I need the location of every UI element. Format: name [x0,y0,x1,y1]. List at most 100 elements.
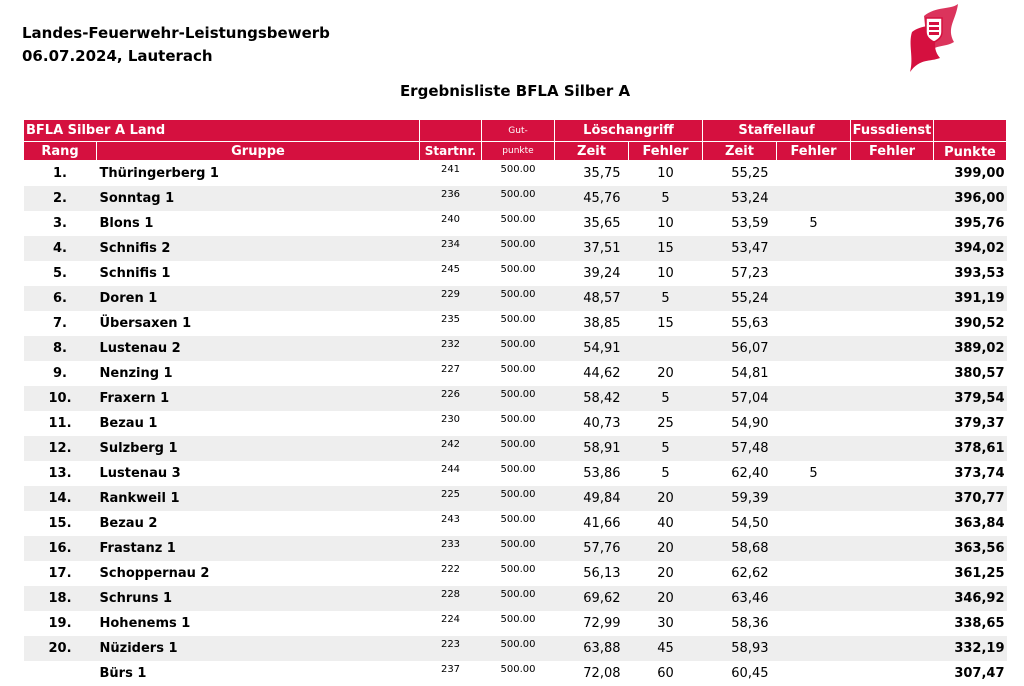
la-errors-cell: 15 [657,316,674,331]
fd-errors-cell [850,286,934,311]
start-number-cell: 237 [440,664,461,675]
sl-errors-cell [777,411,851,436]
group-name-cell: Frastanz 1 [96,536,420,561]
table-row: 13. Lustenau 3 244 500.00 53,86 5 62,40 5 373,74 [24,461,1007,486]
points-cell: 389,02 [933,336,1007,361]
fd-errors-cell [850,436,934,461]
category-header: BFLA Silber A Land [23,119,420,142]
gut-points-cell: 500.00 [500,164,536,175]
la-time-cell: 63,88 [554,636,629,661]
col-la-zeit: Zeit [554,141,629,161]
fd-errors-cell [851,361,934,386]
la-time-cell: 56,13 [583,566,621,581]
sl-time-cell: 58,68 [702,536,777,561]
sl-time-cell: 53,59 [731,216,769,231]
rank-cell: 8. [23,336,97,361]
la-time-cell: 44,62 [583,366,621,381]
la-errors-cell: 20 [628,536,703,561]
sl-time-cell: 55,25 [731,166,769,181]
col-la-fehler: Fehler [628,141,703,161]
la-time-cell: 35,65 [583,216,621,231]
fd-errors-cell [850,636,934,661]
sl-errors-cell [777,361,851,386]
la-time-cell: 45,76 [554,186,629,211]
fd-errors-cell [850,586,934,611]
sl-errors-cell [777,261,851,286]
sl-time-cell: 55,63 [731,316,769,331]
la-errors-cell: 60 [657,666,674,681]
fd-errors-cell [851,311,934,336]
table-row: 5. Schnifis 1 245 500.00 39,24 10 57,23 393,53 [24,261,1007,286]
points-cell: 399,00 [954,166,1005,181]
fd-errors-cell [850,536,934,561]
gut-points-cell: 500.00 [500,614,536,625]
points-cell: 338,65 [954,616,1005,631]
la-time-cell: 40,73 [583,416,621,431]
rank-cell: 10. [23,386,97,411]
gut-points-cell: 500.00 [481,386,555,411]
la-errors-cell: 25 [657,416,674,431]
sl-time-cell: 63,46 [702,586,777,611]
table-row: 9. Nenzing 1 227 500.00 44,62 20 54,81 380,57 [24,361,1007,386]
sl-errors-cell [777,161,851,187]
fd-errors-cell [851,511,934,536]
col-startnr: Startnr. [419,141,482,161]
table-row: 2. Sonntag 1 236 500.00 45,76 5 53,24 396,00 [23,186,1007,211]
sl-time-cell: 59,39 [702,486,777,511]
group-header-row: BFLA Silber A Land Gut- Löschangriff Sta… [23,119,1007,142]
la-errors-cell: 20 [628,586,703,611]
fd-errors-cell [850,186,934,211]
start-number-cell: 233 [419,536,482,561]
gut-points-cell: 500.00 [500,264,536,275]
group-name-cell: Nüziders 1 [96,636,420,661]
la-time-cell: 39,24 [583,266,621,281]
start-number-cell: 236 [419,186,482,211]
event-date-location: 06.07.2024, Lauterach [22,47,213,65]
table-row: 18. Schruns 1 228 500.00 69,62 20 63,46 346,92 [23,586,1007,611]
sl-errors-cell [776,386,851,411]
la-errors-cell: 5 [661,466,670,481]
start-number-cell: 229 [419,286,482,311]
start-number-cell: 245 [440,264,461,275]
gut-points-cell: 500.00 [500,414,536,425]
points-cell: 373,74 [954,466,1005,481]
start-number-cell: 234 [419,236,482,261]
table-row: 19. Hohenems 1 224 500.00 72,99 30 58,36 338,65 [24,611,1007,636]
sl-time-cell: 55,24 [702,286,777,311]
sl-time-cell: 57,48 [702,436,777,461]
table-row: Bürs 1 237 500.00 72,08 60 60,45 307,47 [24,661,1007,686]
sl-time-cell: 54,90 [731,416,769,431]
points-cell: 332,19 [933,636,1007,661]
rank-cell: 1. [53,166,67,181]
la-time-cell: 37,51 [554,236,629,261]
la-time-cell: 72,99 [583,616,621,631]
la-time-cell: 58,91 [554,436,629,461]
la-time-cell: 72,08 [583,666,621,681]
table-row: 11. Bezau 1 230 500.00 40,73 25 54,90 379,37 [24,411,1007,436]
rank-cell: 2. [23,186,97,211]
start-number-cell: 223 [419,636,482,661]
la-errors-cell: 20 [657,366,674,381]
gut-points-cell: 500.00 [500,214,536,225]
la-errors-cell: 5 [628,286,703,311]
la-errors-cell: 5 [628,436,703,461]
sl-errors-cell [776,236,851,261]
start-number-cell: 222 [440,564,461,575]
sl-time-cell: 54,50 [731,516,769,531]
group-name-cell: Schoppernau 2 [99,566,210,581]
points-cell: 363,84 [954,516,1005,531]
sl-time-cell: 53,47 [702,236,777,261]
points-cell: 394,02 [933,236,1007,261]
group-name-cell: Schruns 1 [96,586,420,611]
fd-errors-cell [850,486,934,511]
gut-points-cell: 500.00 [481,236,555,261]
sl-errors-cell [776,636,851,661]
gut-points-cell: 500.00 [481,586,555,611]
start-number-cell: 243 [440,514,461,525]
rank-cell: 3. [53,216,67,231]
group-name-cell: Schnifis 1 [99,266,171,281]
la-errors-cell: 30 [657,616,674,631]
fd-errors-cell [850,336,934,361]
la-errors-cell: 10 [657,166,674,181]
start-number-cell: 244 [440,464,461,475]
